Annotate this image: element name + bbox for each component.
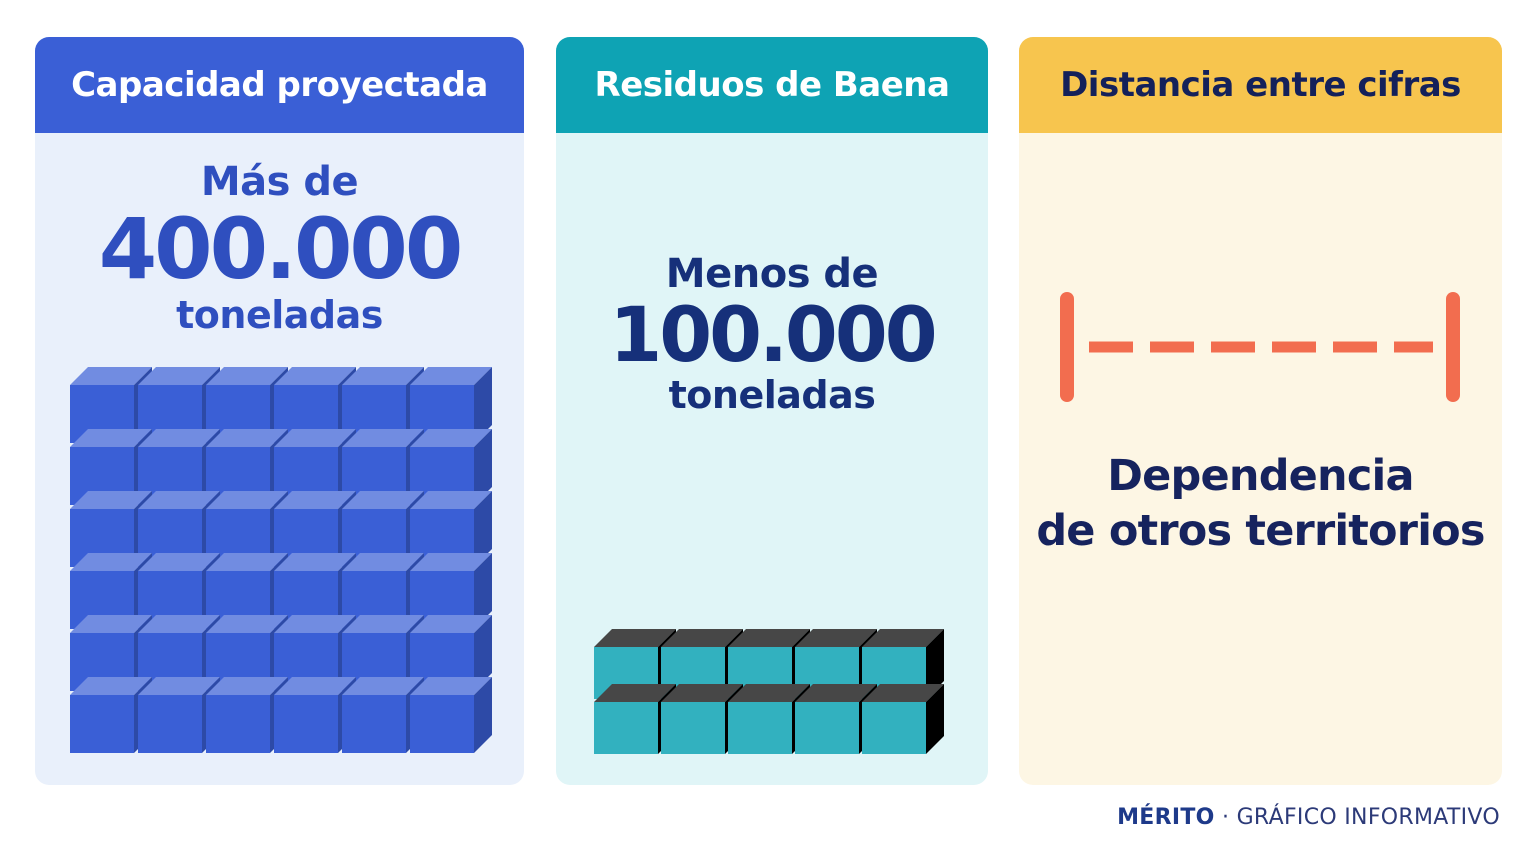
footer-caption: GRÁFICO INFORMATIVO <box>1236 805 1500 830</box>
baena-waste-panel: Residuos de Baena Menos de 100.000 tonel… <box>556 37 988 785</box>
baena-waste-cube-stack <box>594 629 954 759</box>
baena-waste-number: 100.000 <box>609 290 937 379</box>
capacity-cubes-graphic <box>70 367 492 753</box>
capacity-unit: toneladas <box>176 293 383 337</box>
capacity-number: 400.000 <box>98 200 464 298</box>
capacity-cube-stack <box>70 367 500 759</box>
baena-waste-unit: toneladas <box>668 373 876 417</box>
gap-panel-header: Distancia entre cifras <box>1019 37 1502 133</box>
footer-brand: MÉRITO <box>1117 805 1215 830</box>
gap-label-line2: de otros territorios <box>1036 506 1485 556</box>
gap-panel: Distancia entre cifras Dependencia de ot… <box>1019 37 1502 785</box>
baena-waste-cube <box>594 684 676 754</box>
baena-waste-cube <box>728 684 810 754</box>
baena-waste-panel-header: Residuos de Baena <box>556 37 988 133</box>
baena-waste-cube <box>862 629 944 699</box>
capacity-panel-header: Capacidad proyectada <box>35 37 524 133</box>
gap-label-line1: Dependencia <box>1107 451 1414 501</box>
baena-waste-prefix: Menos de <box>665 251 879 297</box>
footer-credit: MÉRITO · GRÁFICO INFORMATIVO <box>1117 805 1500 830</box>
capacity-stat: Más de 400.000 toneladas <box>35 159 524 337</box>
footer-separator: · <box>1221 805 1230 830</box>
capacity-prefix: Más de <box>200 159 359 205</box>
capacity-panel: Capacidad proyectada Más de 400.000 tone… <box>35 37 524 785</box>
gap-measure-icon <box>1060 292 1460 402</box>
gap-label: Dependencia de otros territorios <box>1019 449 1502 559</box>
capacity-cube <box>410 677 492 753</box>
baena-waste-stat: Menos de 100.000 toneladas <box>556 251 988 417</box>
baena-waste-cubes-graphic <box>594 629 944 754</box>
baena-waste-cube <box>862 684 944 754</box>
